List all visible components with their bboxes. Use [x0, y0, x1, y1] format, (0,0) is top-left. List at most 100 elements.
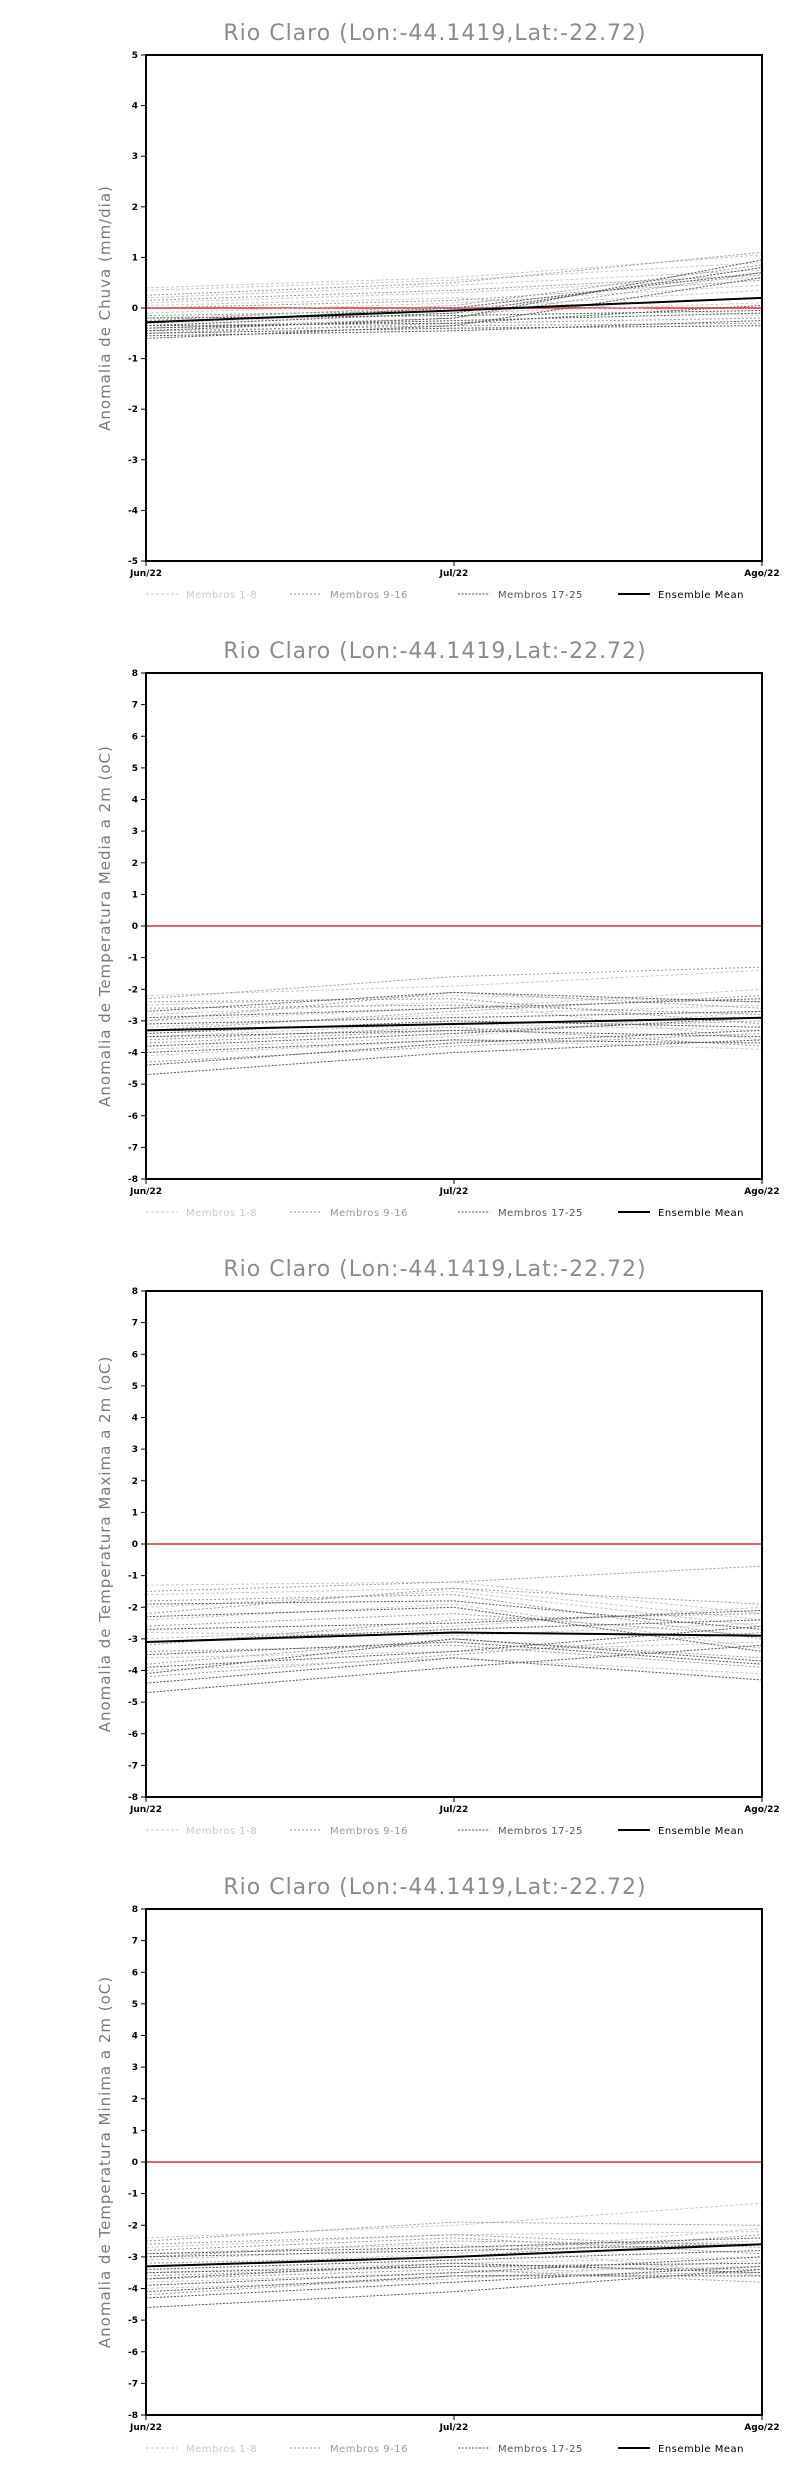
- member-line-24: [145, 1029, 763, 1038]
- member-line-15: [145, 1026, 763, 1047]
- legend-label: Membros 17-25: [498, 590, 583, 601]
- member-line-16: [145, 998, 763, 1025]
- x-tick-label: Ago/22: [744, 1187, 779, 1197]
- x-tick-label: Ago/22: [744, 1805, 779, 1815]
- chart-title: Rio Claro (Lon:-44.1419,Lat:-22.72): [223, 639, 646, 664]
- chart-svg: Rio Claro (Lon:-44.1419,Lat:-22.72) Anoma…: [96, 1875, 780, 2455]
- legend-label: Membros 9-16: [330, 2444, 408, 2455]
- member-line-12: [145, 1004, 763, 1015]
- member-line-9: [145, 1565, 763, 1592]
- member-line-10: [145, 995, 763, 1031]
- x-tick-label: Jun/22: [129, 1805, 162, 1815]
- chart-panel-1: Rio Claro (Lon:-44.1419,Lat:-22.72) Anoma…: [0, 0, 800, 618]
- member-line-2: [145, 995, 763, 1006]
- y-tick-label: 5: [132, 1382, 138, 1392]
- member-line-20: [145, 1039, 763, 1053]
- y-tick-label: -6: [128, 1112, 138, 1122]
- legend-label: Membros 17-25: [498, 1208, 583, 1219]
- y-tick-label: -6: [128, 1730, 138, 1740]
- member-line-13: [145, 264, 763, 322]
- y-tick-label: -3: [128, 1635, 138, 1645]
- y-tick-label: 6: [132, 1350, 138, 1360]
- y-tick-label: 4: [132, 2032, 138, 2042]
- member-line-23: [145, 2265, 763, 2299]
- member-line-22: [145, 1638, 763, 1675]
- member-line-25: [145, 998, 763, 1019]
- member-line-7: [145, 2259, 763, 2289]
- chart-panel-3: Rio Claro (Lon:-44.1419,Lat:-22.72) Anoma…: [0, 1236, 800, 1854]
- member-line-13: [145, 1632, 763, 1678]
- y-tick-label: 3: [132, 1445, 138, 1455]
- member-line-18: [145, 2256, 763, 2286]
- plot-frame: [145, 1290, 763, 1798]
- x-tick-label: Jun/22: [129, 1187, 162, 1197]
- x-tick-label: Jul/22: [439, 2423, 469, 2433]
- legend-label: Ensemble Mean: [658, 2444, 744, 2455]
- x-tick-label: Jun/22: [129, 2423, 162, 2433]
- member-line-23: [145, 1029, 763, 1066]
- x-tick-label: Ago/22: [744, 569, 779, 579]
- member-line-11: [145, 1613, 763, 1646]
- y-axis-label: Anomalia de Temperatura Minima a 2m (oC): [96, 1976, 114, 2348]
- ensemble-mean-line: [145, 1016, 763, 1032]
- member-line-8: [145, 2227, 763, 2267]
- member-line-24: [145, 1641, 763, 1665]
- chart-title: Rio Claro (Lon:-44.1419,Lat:-22.72): [223, 21, 646, 46]
- member-line-23: [145, 1609, 763, 1630]
- y-tick-label: 2: [132, 1477, 138, 1487]
- y-tick-label: -2: [128, 405, 138, 415]
- y-tick-label: 8: [132, 1905, 138, 1915]
- member-line-8: [145, 1622, 763, 1637]
- y-tick-label: -2: [128, 985, 138, 995]
- chart-svg: Rio Claro (Lon:-44.1419,Lat:-22.72) Anoma…: [96, 21, 780, 601]
- member-line-12: [145, 279, 763, 309]
- member-line-3: [145, 2240, 763, 2261]
- y-tick-label: 6: [132, 1968, 138, 1978]
- member-line-19: [145, 1020, 763, 1034]
- legend-label: Membros 9-16: [330, 1208, 408, 1219]
- x-tick-label: Jul/22: [439, 1187, 469, 1197]
- member-line-3: [145, 988, 763, 1022]
- member-line-2: [145, 1587, 763, 1621]
- member-line-20: [145, 1606, 763, 1652]
- y-tick-label: -4: [128, 1667, 138, 1677]
- member-line-8: [145, 289, 763, 319]
- y-tick-label: -2: [128, 2221, 138, 2231]
- member-line-6: [145, 2243, 763, 2277]
- y-tick-label: -5: [128, 1698, 138, 1708]
- y-tick-label: 3: [132, 2063, 138, 2073]
- y-tick-label: -3: [128, 2253, 138, 2263]
- y-axis-label: Anomalia de Temperatura Maxima a 2m (oC): [96, 1356, 114, 1733]
- member-line-17: [145, 1644, 763, 1694]
- y-tick-label: 0: [132, 304, 138, 314]
- y-tick-label: 0: [132, 922, 138, 932]
- y-tick-label: 8: [132, 1287, 138, 1297]
- legend: Membros 1-8 Membros 9-16 Membros 17-25 Ense…: [146, 2444, 744, 2455]
- member-line-17: [145, 2269, 763, 2308]
- legend-label: Membros 9-16: [330, 1826, 408, 1837]
- member-line-5: [145, 1641, 763, 1659]
- member-line-7: [145, 1657, 763, 1675]
- member-line-25: [145, 1600, 763, 1630]
- member-line-1: [145, 2202, 763, 2239]
- plot-frame: [145, 672, 763, 1180]
- member-line-4: [145, 2256, 763, 2274]
- member-line-14: [145, 1613, 763, 1637]
- x-tick-label: Ago/22: [744, 2423, 779, 2433]
- member-line-17: [145, 267, 763, 327]
- y-tick-label: 3: [132, 152, 138, 162]
- legend-label: Membros 9-16: [330, 590, 408, 601]
- y-tick-label: -5: [128, 1080, 138, 1090]
- y-tick-label: -1: [128, 1572, 138, 1582]
- y-tick-label: -7: [128, 2379, 138, 2389]
- y-tick-label: 1: [132, 253, 138, 263]
- member-line-21: [145, 259, 763, 332]
- legend-label: Membros 17-25: [498, 2444, 583, 2455]
- y-tick-label: -8: [128, 1793, 138, 1803]
- chart-title: Rio Claro (Lon:-44.1419,Lat:-22.72): [223, 1875, 646, 1900]
- member-line-22: [145, 2262, 763, 2274]
- chart-panel-2: Rio Claro (Lon:-44.1419,Lat:-22.72) Anoma…: [0, 618, 800, 1236]
- y-tick-label: 4: [132, 102, 138, 112]
- y-tick-label: 0: [132, 1540, 138, 1550]
- legend-label: Ensemble Mean: [658, 1208, 744, 1219]
